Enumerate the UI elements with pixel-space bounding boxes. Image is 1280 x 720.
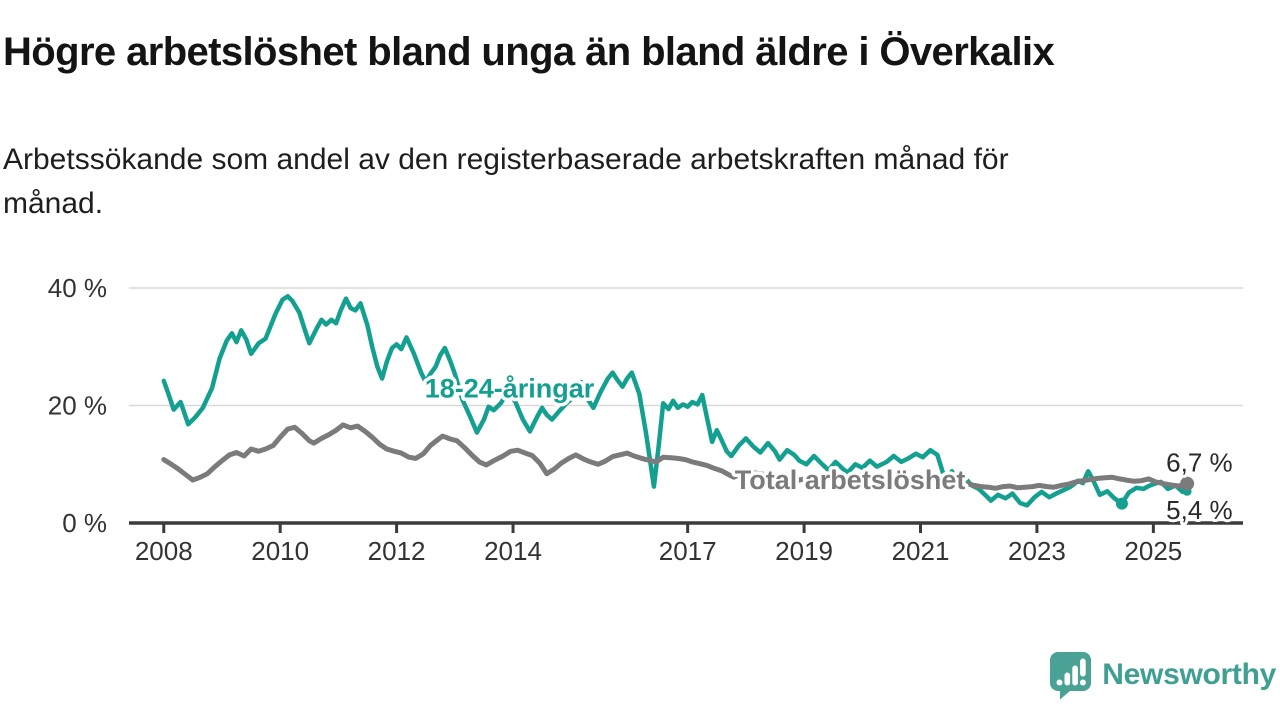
logo-bar-short [1064, 672, 1071, 686]
logo-exclamation-dot [1080, 679, 1087, 686]
newsworthy-chart-bubble-icon [1050, 652, 1092, 700]
page-title: Högre arbetslöshet bland unga än bland ä… [3, 30, 1055, 74]
chart-subtitle-line-1: Arbetssökande som andel av den registerb… [3, 143, 1009, 176]
logo-exclamation-bar [1080, 658, 1086, 677]
x-axis-label-2023: 2023 [1008, 536, 1066, 566]
y-axis-label-20: 20 % [48, 391, 107, 421]
logo-bubble-shape [1050, 652, 1092, 700]
x-axis-label-2014: 2014 [484, 536, 542, 566]
series-line-0 [161, 294, 1190, 508]
x-axis-label-2008: 2008 [135, 536, 193, 566]
latest-value-annotation-0: 6,7 % [1166, 447, 1233, 477]
series-label-0: 18-24-åringar [425, 373, 595, 403]
logo-bar-tall [1072, 665, 1079, 686]
newsworthy-logo-text: Newsworthy [1102, 658, 1276, 691]
y-axis-label-0: 0 % [62, 508, 107, 538]
series-0-marker-0 [1115, 497, 1128, 510]
x-axis-label-2019: 2019 [775, 536, 833, 566]
latest-value-annotation-1: 5,4 % [1166, 495, 1233, 525]
chart-subtitle-line-2: månad. [3, 187, 104, 220]
y-axis-label-40: 40 % [48, 273, 107, 303]
series-line-1 [161, 422, 1190, 491]
newsworthy-logo: Newsworthy [1047, 650, 1276, 700]
x-axis-label-2021: 2021 [892, 536, 950, 566]
chart-subtitle: Arbetssökande som andel av den registerb… [3, 138, 1203, 226]
x-axis-label-2025: 2025 [1124, 536, 1182, 566]
series-1-marker-0 [1180, 476, 1195, 491]
logo-dot [1056, 679, 1063, 686]
x-axis-label-2010: 2010 [251, 536, 309, 566]
x-axis-label-2012: 2012 [368, 536, 426, 566]
series-label-1: Total arbetslöshet [735, 465, 966, 495]
x-axis-label-2017: 2017 [659, 536, 717, 566]
